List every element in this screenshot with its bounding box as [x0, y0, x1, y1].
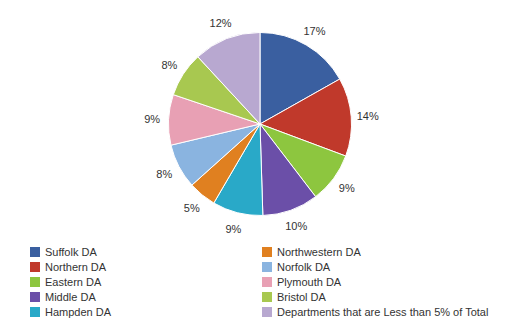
legend-label: Suffolk DA: [45, 246, 97, 258]
legend-swatch: [30, 262, 40, 272]
legend-swatch: [262, 292, 272, 302]
data-label: 5%: [184, 202, 200, 214]
legend-label: Bristol DA: [277, 291, 327, 303]
legend-label: Northern DA: [45, 261, 107, 273]
data-label: 10%: [285, 220, 307, 232]
legend-label: Norfolk DA: [277, 261, 331, 273]
data-label: 9%: [144, 113, 160, 125]
chart-container: 17% 14% 9% 10% 9% 5% 8% 9% 8% 12% Suffolk DA Northe…: [0, 0, 520, 333]
legend-swatch: [262, 277, 272, 287]
legend-swatch: [262, 247, 272, 257]
legend-label: Plymouth DA: [277, 276, 342, 288]
legend: Suffolk DA Northern DA Eastern DA Middle DA…: [30, 246, 488, 318]
legend-label: Eastern DA: [45, 276, 102, 288]
pie-slice: [198, 32, 260, 124]
slice-labels: 17% 14% 9% 10% 9% 5% 8% 9% 8% 12%: [144, 17, 379, 234]
data-label: 17%: [303, 25, 325, 37]
data-label: 9%: [225, 223, 241, 235]
data-label: 12%: [210, 17, 232, 29]
legend-swatch: [262, 262, 272, 272]
legend-label: Northwestern DA: [277, 246, 361, 258]
legend-swatch: [30, 277, 40, 287]
legend-swatch: [262, 307, 272, 317]
legend-label: Hampden DA: [45, 306, 112, 318]
data-label: 8%: [161, 59, 177, 71]
slices: [168, 32, 351, 215]
legend-swatch: [30, 247, 40, 257]
data-label: 8%: [156, 168, 172, 180]
legend-swatch: [30, 292, 40, 302]
legend-swatch: [30, 307, 40, 317]
legend-label: Departments that are Less than 5% of Tot…: [277, 306, 488, 318]
legend-label: Middle DA: [45, 291, 96, 303]
pie-slice: [260, 124, 316, 215]
background: [0, 0, 520, 333]
data-label: 9%: [339, 182, 355, 194]
data-label: 14%: [357, 110, 379, 122]
chart: 17% 14% 9% 10% 9% 5% 8% 9% 8% 12% Suffolk DA Northe…: [0, 0, 520, 333]
